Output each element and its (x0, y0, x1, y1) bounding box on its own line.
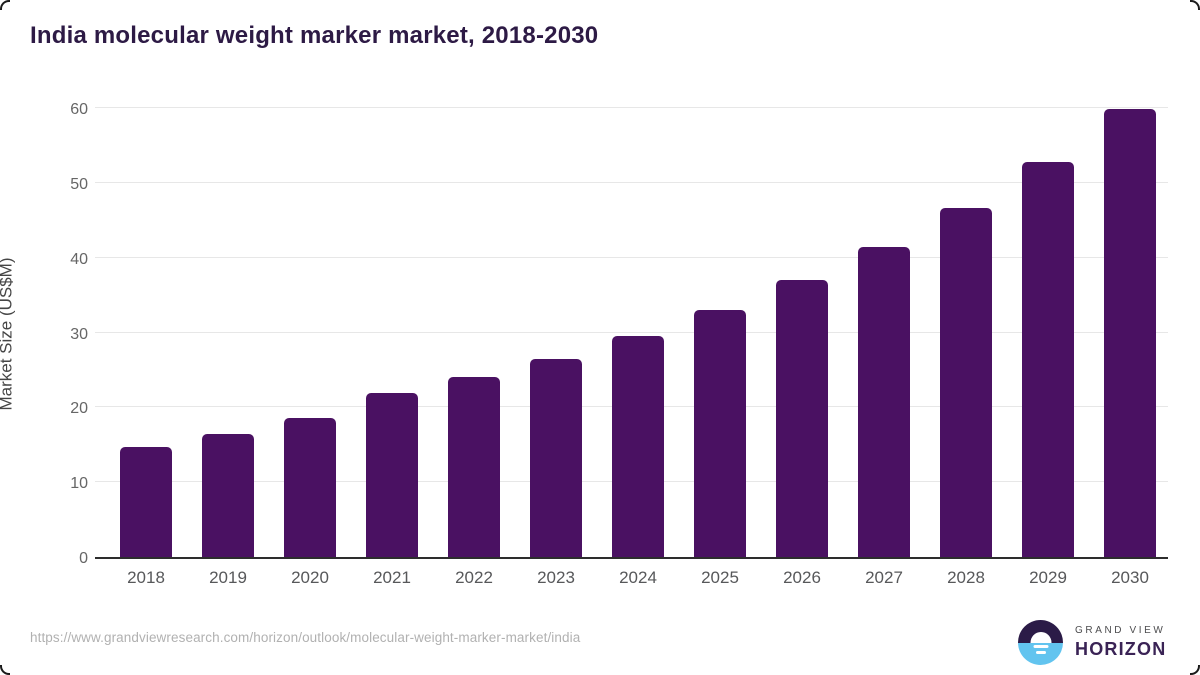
x-label-2026: 2026 (783, 568, 821, 587)
horizon-sunset-icon (1018, 620, 1063, 665)
x-label-2025: 2025 (701, 568, 739, 587)
bar-2025[interactable] (694, 310, 746, 557)
bar-2021[interactable] (366, 393, 418, 557)
y-tick-40: 40 (70, 250, 88, 268)
y-tick-10: 10 (70, 475, 88, 493)
x-label-2019: 2019 (209, 568, 247, 587)
logo-brand-text: GRAND VIEW (1075, 625, 1166, 636)
x-label-2023: 2023 (537, 568, 575, 587)
bar-2022[interactable] (448, 377, 500, 557)
source-url[interactable]: https://www.grandviewresearch.com/horizo… (30, 630, 581, 645)
x-label-2028: 2028 (947, 568, 985, 587)
bar-2020[interactable] (284, 417, 336, 557)
gridline-50 (95, 181, 1168, 183)
y-tick-0: 0 (79, 550, 88, 567)
rounded-corner-mark (1190, 665, 1200, 675)
y-tick-60: 60 (70, 101, 88, 118)
bar-chart-plot-area (95, 107, 1168, 559)
bar-2023[interactable] (530, 358, 582, 557)
bar-2019[interactable] (202, 434, 254, 557)
bar-2027[interactable] (858, 247, 910, 557)
bar-2024[interactable] (612, 335, 664, 557)
x-label-2022: 2022 (455, 568, 493, 587)
gridline-40 (95, 256, 1168, 258)
x-label-2027: 2027 (865, 568, 903, 587)
gridline-60 (95, 107, 1168, 108)
chart-title: India molecular weight marker market, 20… (30, 22, 599, 49)
rounded-corner-mark (1190, 0, 1200, 10)
x-label-2024: 2024 (619, 568, 657, 587)
bar-2026[interactable] (776, 280, 828, 557)
x-label-2020: 2020 (291, 568, 329, 587)
rounded-corner-mark (0, 665, 10, 675)
bar-2018[interactable] (120, 447, 172, 557)
gridline-30 (95, 331, 1168, 333)
logo-product-text: HORIZON (1075, 639, 1167, 659)
bar-2028[interactable] (940, 208, 992, 557)
x-label-2029: 2029 (1029, 568, 1067, 587)
bar-2029[interactable] (1022, 161, 1074, 557)
grand-view-horizon-logo: GRAND VIEW HORIZON (1018, 620, 1166, 665)
x-label-2030: 2030 (1111, 568, 1149, 587)
y-tick-20: 20 (70, 400, 88, 418)
x-label-2018: 2018 (127, 568, 165, 587)
rounded-corner-mark (0, 0, 10, 10)
y-tick-30: 30 (70, 325, 88, 343)
x-label-2021: 2021 (373, 568, 411, 587)
bar-2030[interactable] (1104, 108, 1156, 557)
y-tick-50: 50 (70, 175, 88, 193)
